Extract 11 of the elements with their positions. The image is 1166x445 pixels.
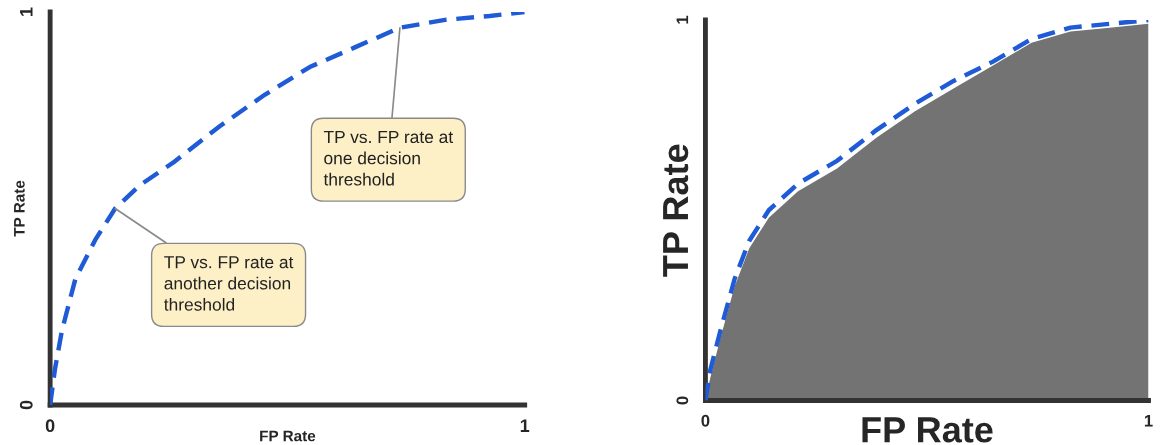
x-axis-title: FP Rate: [260, 430, 316, 442]
x-axis-title: FP Rate: [862, 417, 993, 443]
annotation: TP vs. FP rate at another decision threshold: [164, 256, 294, 311]
x-tick-label: 0: [701, 414, 710, 427]
x-tick-label: 1: [1144, 415, 1153, 427]
x-tick-label: 1: [520, 419, 530, 432]
y-axis-title: TP Rate: [663, 144, 689, 277]
annotation: TP vs. FP rate at one decision threshold: [323, 131, 454, 186]
line-series: [50, 12, 525, 405]
y-axis-title: TP Rate: [14, 180, 25, 237]
x-tick-label: 0: [45, 419, 55, 433]
